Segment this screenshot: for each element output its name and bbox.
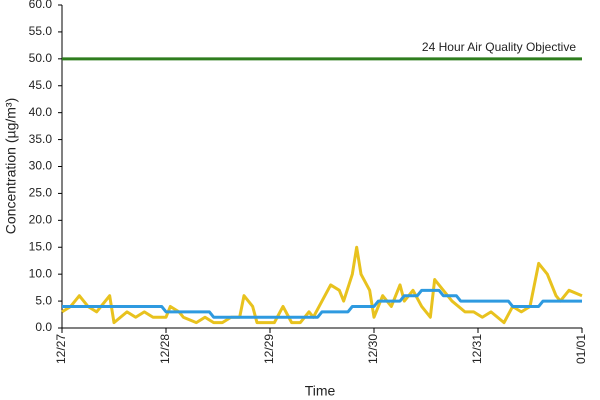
line bbox=[62, 288, 582, 319]
x-tick-label: 12/29 bbox=[262, 334, 276, 364]
x-axis-title: Time bbox=[305, 383, 336, 399]
y-tick-label: 15.0 bbox=[29, 239, 53, 253]
x-tick-label: 12/31 bbox=[470, 334, 484, 364]
y-tick-label: 60.0 bbox=[29, 0, 53, 11]
x-tick-label: 12/30 bbox=[366, 334, 380, 364]
x-tick-label: 12/27 bbox=[54, 334, 68, 364]
line bbox=[61, 245, 583, 325]
y-tick-label: 40.0 bbox=[29, 105, 53, 119]
y-tick-label: 50.0 bbox=[29, 51, 53, 65]
x-tick-label: 12/28 bbox=[158, 334, 172, 364]
annotation: 24 Hour Air Quality Objective bbox=[422, 40, 576, 54]
y-tick-label: 25.0 bbox=[29, 186, 53, 200]
y-tick-label: 30.0 bbox=[29, 159, 53, 173]
y-tick-label: 10.0 bbox=[29, 266, 53, 280]
y-tick-label: 45.0 bbox=[29, 78, 53, 92]
y-tick-label: 35.0 bbox=[29, 132, 53, 146]
y-axis-title: Concentration (µg/m³) bbox=[3, 98, 19, 234]
y-tick-label: 5.0 bbox=[35, 293, 52, 307]
y-tick-label: 55.0 bbox=[29, 24, 53, 38]
x-tick-label: 01/01 bbox=[574, 334, 588, 364]
y-tick-label: 0.0 bbox=[35, 320, 52, 334]
y-tick-label: 20.0 bbox=[29, 213, 53, 227]
